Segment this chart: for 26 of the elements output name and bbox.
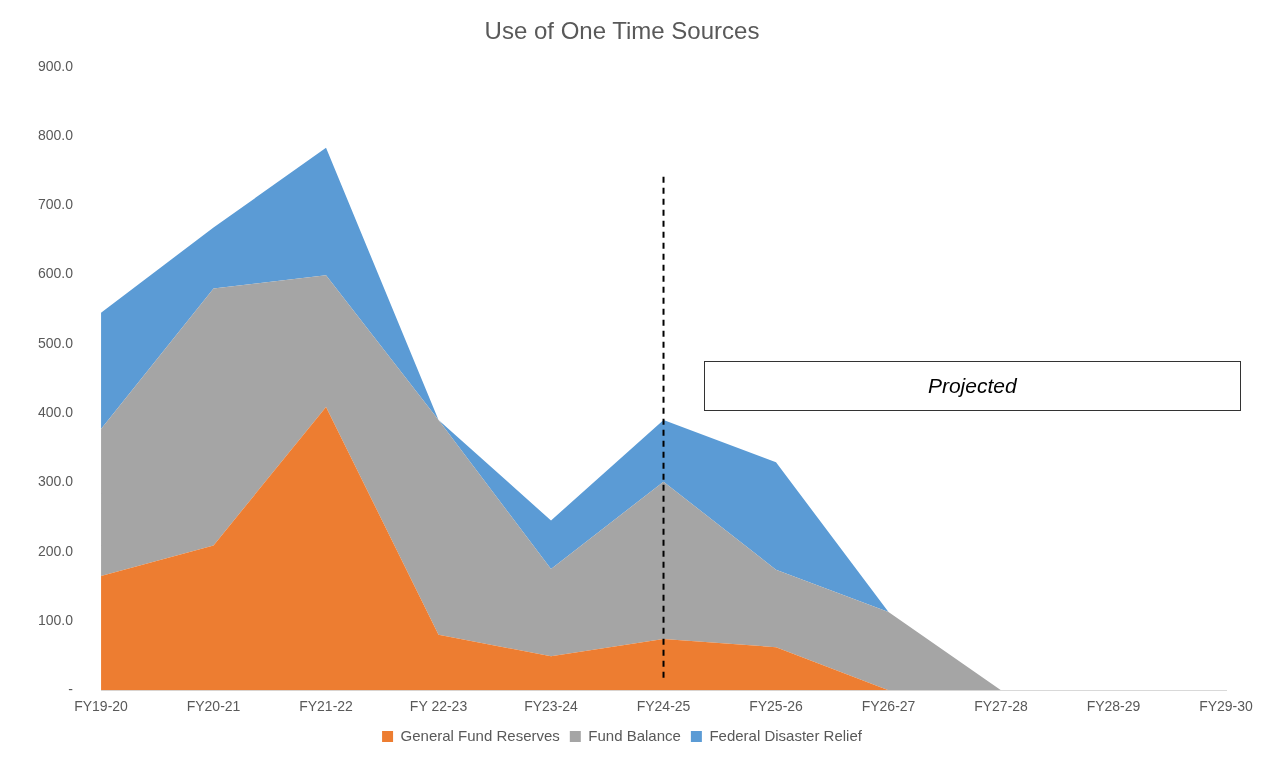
x-tick-label: FY24-25 (636, 698, 691, 715)
x-tick-label: FY28-29 (1086, 698, 1141, 715)
note-box: Projected (703, 361, 1241, 412)
x-tick-label: FY19-20 (74, 698, 129, 715)
y-tick-label: 300.0 (37, 473, 74, 490)
y-tick-label: 200.0 (37, 542, 74, 559)
x-tick-label: FY20-21 (186, 698, 241, 715)
x-tick-label: FY27-28 (974, 698, 1029, 715)
legend-label: General Fund Reserves (400, 726, 560, 744)
x-tick-label: FY 22-23 (409, 698, 468, 715)
chart-title: Use of One Time Sources (484, 17, 760, 45)
y-tick-label: 500.0 (37, 334, 74, 351)
x-tick-label: FY25-26 (749, 698, 804, 715)
x-tick-label: FY21-22 (299, 698, 354, 715)
y-tick-label: 900.0 (37, 57, 74, 74)
y-tick-label: 400.0 (37, 403, 74, 420)
y-tick-label: 700.0 (37, 196, 74, 213)
legend-label: Fund Balance (588, 726, 681, 744)
x-tick-label: FY29-30 (1199, 698, 1254, 715)
x-tick-label: FY26-27 (861, 698, 916, 715)
x-tick-label: FY23-24 (524, 698, 579, 715)
y-tick-label: - (68, 681, 74, 698)
legend-label: Federal Disaster Relief (709, 726, 863, 744)
y-tick-label: 800.0 (37, 126, 74, 143)
y-tick-label: 600.0 (37, 265, 74, 282)
y-tick-label: 100.0 (37, 611, 74, 628)
